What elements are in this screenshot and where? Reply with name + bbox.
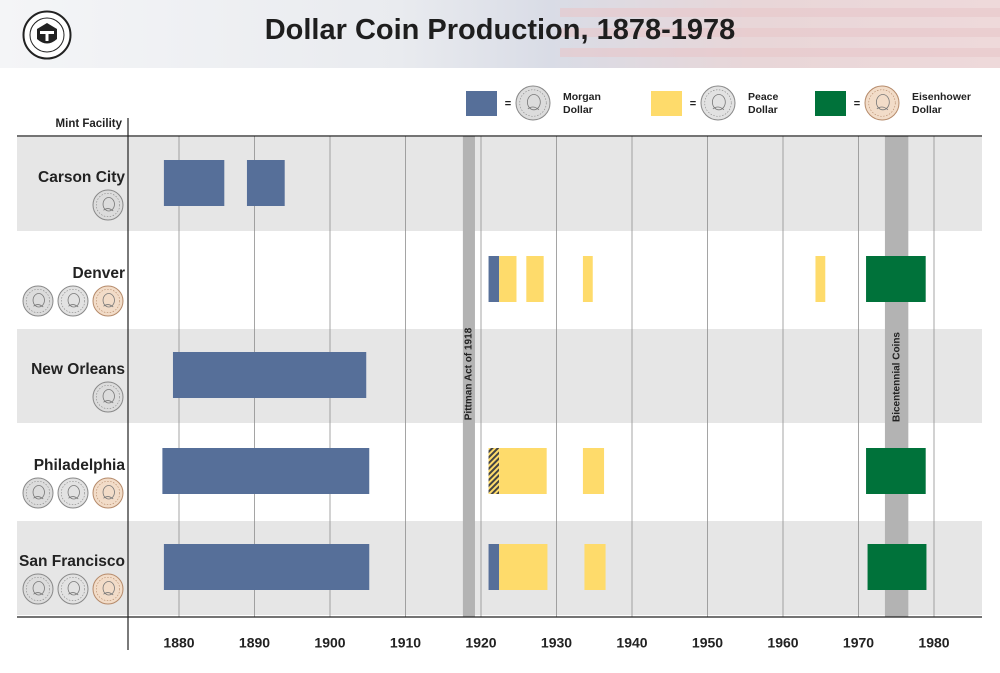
x-tick-label: 1880 <box>163 635 194 651</box>
morgan-coin-icon <box>22 573 54 605</box>
x-tick-label: 1910 <box>390 635 421 651</box>
legend-swatch-eisenhower <box>815 91 846 116</box>
legend-label: Dollar <box>748 104 778 116</box>
morgan-coin-icon <box>92 381 124 413</box>
morgan-coin-icon <box>92 189 124 221</box>
eisenhower-coin-icon <box>92 285 124 317</box>
eisenhower-coin-icon <box>92 573 124 605</box>
row-label: Denver <box>72 265 125 282</box>
legend-label: Dollar <box>563 104 593 116</box>
x-tick-label: 1890 <box>239 635 270 651</box>
peace-coin-icon <box>57 477 89 509</box>
peace-bar <box>499 544 548 590</box>
row-label: New Orleans <box>31 361 125 378</box>
eisenhower-coin-icon <box>864 85 900 121</box>
legend-equals: = <box>690 98 696 110</box>
peace-coin-icon <box>57 285 89 317</box>
legend-swatch-morgan <box>466 91 497 116</box>
legend-equals: = <box>505 98 511 110</box>
row-label: San Francisco <box>19 553 125 570</box>
row-label: Carson City <box>38 169 125 186</box>
morgan-coin-icon <box>515 85 551 121</box>
morgan-coin-icon <box>22 477 54 509</box>
legend-equals: = <box>854 98 860 110</box>
eisenhower-bar <box>867 544 927 590</box>
x-tick-label: 1950 <box>692 635 723 651</box>
peace-coin-icon <box>57 573 89 605</box>
morgan-bar <box>488 544 500 590</box>
x-tick-label: 1930 <box>541 635 572 651</box>
eisenhower-coin-icon <box>92 477 124 509</box>
morgan-bar <box>163 160 225 206</box>
row-background <box>17 329 982 423</box>
x-tick-label: 1970 <box>843 635 874 651</box>
x-tick-label: 1960 <box>767 635 798 651</box>
legend-swatch-peace <box>651 91 682 116</box>
row-background <box>17 137 982 231</box>
treasury-seal-icon <box>22 10 72 60</box>
morgan-coin-icon <box>22 285 54 317</box>
x-tick-label: 1940 <box>616 635 647 651</box>
peace-bar <box>499 256 517 302</box>
peace-bar <box>815 256 826 302</box>
flag-banner <box>0 0 1000 68</box>
legend-label: Dollar <box>912 104 942 116</box>
peace-bar <box>582 448 605 494</box>
peace-bar <box>584 544 606 590</box>
x-tick-label: 1920 <box>465 635 496 651</box>
x-tick-label: 1900 <box>314 635 345 651</box>
eisenhower-bar <box>866 448 926 494</box>
annotation-band <box>462 136 475 617</box>
row-label: Philadelphia <box>34 457 126 474</box>
peace-bar <box>582 256 593 302</box>
morgan-bar <box>488 256 500 302</box>
legend-label: Peace <box>748 91 779 103</box>
morgan-bar <box>162 448 370 494</box>
morgan-bar <box>246 160 285 206</box>
peace-coin-icon <box>700 85 736 121</box>
peace-bar <box>526 256 544 302</box>
legend-label: Morgan <box>563 91 601 103</box>
annotation-label: Pittman Act of 1918 <box>464 327 475 420</box>
morgan-bar <box>163 544 370 590</box>
page-title: Dollar Coin Production, 1878-1978 <box>264 14 736 46</box>
morgan-bar <box>488 448 500 494</box>
legend-label: Eisenhower <box>912 91 971 103</box>
peace-bar <box>499 448 547 494</box>
y-axis-title: Mint Facility <box>56 118 123 130</box>
x-tick-label: 1980 <box>918 635 949 651</box>
morgan-bar <box>172 352 367 398</box>
annotation-label: Bicentennial Coins <box>891 332 902 422</box>
eisenhower-bar <box>866 256 926 302</box>
